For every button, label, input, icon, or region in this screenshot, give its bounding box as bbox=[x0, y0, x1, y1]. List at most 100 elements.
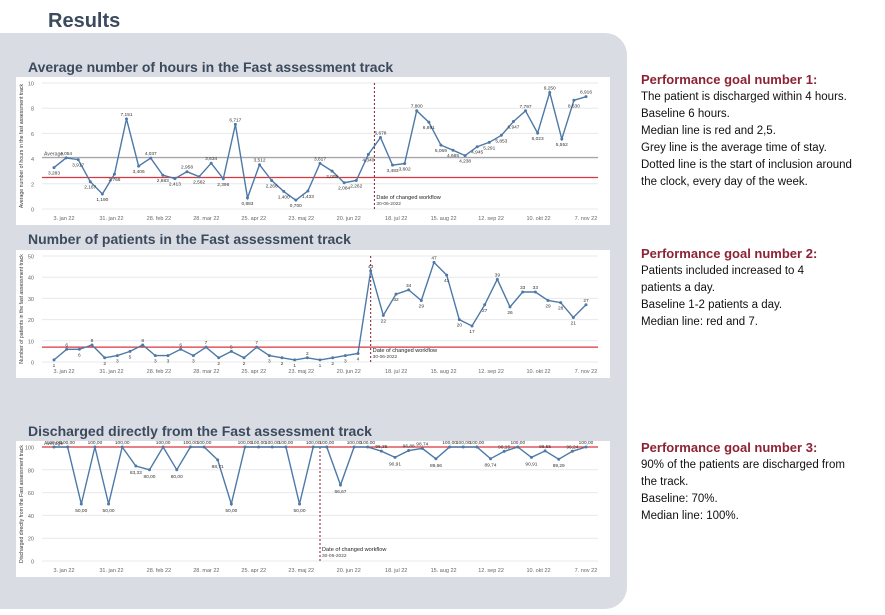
data-label: 6,947 bbox=[507, 124, 519, 130]
data-label: 8 bbox=[141, 338, 144, 344]
data-point bbox=[475, 445, 479, 449]
data-point bbox=[294, 198, 298, 202]
x-tick-label: 7. nov 22 bbox=[575, 369, 598, 375]
data-label: 6,891 bbox=[423, 125, 435, 131]
data-label: 4,340 bbox=[362, 157, 374, 163]
data-label: 39 bbox=[495, 272, 501, 278]
x-tick-label: 12. sep 22 bbox=[478, 369, 504, 375]
data-point bbox=[216, 458, 220, 462]
y-axis-label: Discharged directly from the Fast assess… bbox=[19, 445, 25, 563]
data-point bbox=[560, 137, 564, 141]
data-point bbox=[439, 143, 443, 147]
data-point bbox=[257, 445, 261, 449]
data-point bbox=[572, 98, 576, 102]
data-label: 90,91 bbox=[525, 461, 537, 467]
goal-3-line: 90% of the patients are discharged from bbox=[641, 459, 845, 471]
x-tick-label: 25. apr 22 bbox=[241, 216, 266, 222]
data-point bbox=[191, 354, 195, 358]
data-point bbox=[112, 172, 116, 176]
data-point bbox=[489, 457, 493, 461]
data-point bbox=[502, 449, 506, 453]
data-label: 100,00 bbox=[347, 441, 362, 446]
data-point bbox=[188, 445, 192, 449]
x-tick-label: 31. jan 22 bbox=[99, 369, 123, 375]
data-label: 50,00 bbox=[294, 508, 306, 514]
data-point bbox=[342, 181, 346, 185]
chart-1-box: 0 2 4 6 8 10 Average number of hours in the fa… bbox=[16, 77, 610, 225]
x-tick-label: 23. maj 22 bbox=[288, 568, 314, 574]
data-label: 50,00 bbox=[103, 508, 115, 514]
data-point bbox=[393, 455, 397, 459]
data-point bbox=[161, 445, 165, 449]
data-label: 17 bbox=[469, 329, 475, 335]
data-label: 7 bbox=[205, 340, 208, 346]
data-label: 100,00 bbox=[47, 441, 62, 446]
x-tick-label: 18. jul 22 bbox=[385, 216, 407, 222]
data-label: 90,91 bbox=[389, 461, 401, 467]
data-label: 2 bbox=[217, 361, 220, 367]
data-point bbox=[65, 347, 69, 351]
data-label: 33 bbox=[520, 285, 526, 291]
data-point bbox=[173, 177, 177, 181]
y-tick-label: 20 bbox=[28, 318, 34, 324]
data-label: 2,683 bbox=[157, 178, 169, 184]
data-label: 6 bbox=[179, 342, 182, 348]
goal-1-line: Dotted line is the start of inclusion ar… bbox=[641, 159, 852, 171]
data-label: 88,71 bbox=[212, 464, 224, 470]
data-point bbox=[366, 445, 370, 449]
x-tick-label: 7. nov 22 bbox=[575, 216, 598, 222]
data-point bbox=[352, 445, 356, 449]
data-label: 100,00 bbox=[360, 441, 375, 446]
changed-workflow-label: Date of changed workflow bbox=[376, 195, 441, 201]
data-label: 3,602 bbox=[399, 167, 411, 173]
data-point bbox=[229, 349, 233, 353]
data-label: 3,634 bbox=[205, 156, 217, 162]
data-point bbox=[149, 156, 153, 160]
data-label: 4,054 bbox=[60, 151, 72, 157]
data-label: 2 bbox=[331, 361, 334, 367]
changed-workflow-date: 30-06-2022 bbox=[373, 354, 398, 360]
data-point bbox=[267, 354, 271, 358]
data-label: 41 bbox=[444, 278, 450, 284]
data-point bbox=[516, 445, 520, 449]
data-point bbox=[434, 457, 438, 461]
data-label: 3 bbox=[192, 359, 195, 365]
data-label: 100,00 bbox=[442, 441, 457, 446]
data-label: 20 bbox=[457, 323, 463, 329]
data-label: 6,717 bbox=[229, 117, 241, 123]
data-point bbox=[204, 345, 208, 349]
x-tick-label: 31. jan 22 bbox=[99, 568, 123, 574]
goal-2-line: Median line: red and 7. bbox=[641, 316, 758, 328]
data-point bbox=[209, 161, 213, 165]
data-point bbox=[185, 170, 189, 174]
y-tick-label: 0 bbox=[31, 560, 34, 566]
data-point bbox=[147, 468, 151, 472]
data-label: 28 bbox=[558, 306, 564, 312]
data-point bbox=[217, 356, 221, 360]
y-tick-label: 50 bbox=[28, 255, 34, 261]
x-tick-label: 12. sep 22 bbox=[478, 568, 504, 574]
data-point bbox=[76, 158, 80, 162]
data-label: 4,945 bbox=[471, 150, 483, 156]
data-label: 4,238 bbox=[459, 159, 471, 165]
data-point bbox=[270, 178, 274, 182]
data-label: 100,00 bbox=[183, 441, 198, 446]
data-point bbox=[137, 164, 141, 168]
chart-3-title: Discharged directly from the Fast assess… bbox=[28, 423, 372, 439]
x-tick-label: 10. okt 22 bbox=[526, 568, 550, 574]
data-label: 27 bbox=[482, 308, 488, 314]
x-tick-label: 3. jan 22 bbox=[53, 216, 74, 222]
data-label: 5,069 bbox=[435, 148, 447, 154]
data-label: 2,262 bbox=[350, 183, 362, 189]
y-tick-label: 4 bbox=[31, 157, 34, 163]
data-point bbox=[88, 180, 92, 184]
data-point bbox=[141, 343, 145, 347]
goal-2-line: Patients included increased to 4 bbox=[641, 265, 805, 277]
data-label: 100,00 bbox=[238, 441, 253, 446]
x-tick-label: 28. mar 22 bbox=[193, 568, 219, 574]
y-tick-label: 40 bbox=[28, 276, 34, 282]
data-point bbox=[77, 347, 81, 351]
data-point bbox=[546, 299, 550, 303]
x-tick-label: 28. feb 22 bbox=[147, 568, 171, 574]
